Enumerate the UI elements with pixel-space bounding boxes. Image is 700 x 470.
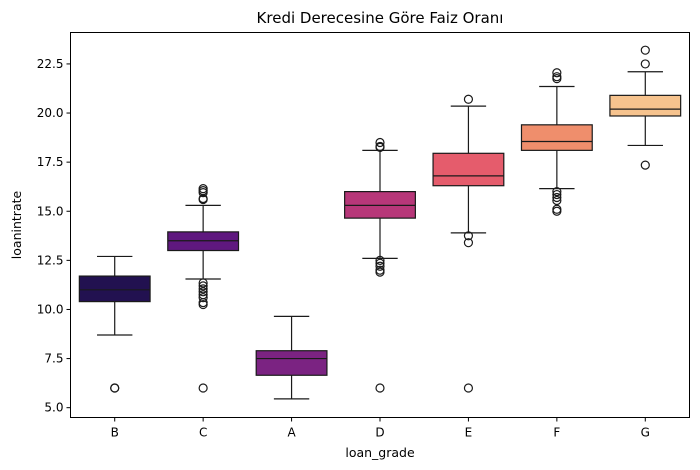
x-tick-label: A xyxy=(287,426,296,440)
outlier-point xyxy=(198,293,208,303)
outlier-point xyxy=(198,287,208,297)
outlier-point xyxy=(640,45,650,55)
outlier-point xyxy=(198,383,208,393)
x-tick-label: D xyxy=(375,426,384,440)
outlier-point xyxy=(198,278,208,288)
y-tick-label: 5.0 xyxy=(44,401,63,415)
outlier-point xyxy=(552,195,562,206)
chart-title: Kredi Derecesine Göre Faiz Oranı xyxy=(257,9,504,27)
outlier-point xyxy=(552,68,562,78)
outlier-point xyxy=(375,141,385,152)
y-tick-label: 20.0 xyxy=(37,106,64,120)
y-axis-label: loanintrate xyxy=(9,190,24,259)
box-group-D xyxy=(344,137,416,393)
outlier-point xyxy=(375,258,385,268)
box-group-F xyxy=(520,68,593,216)
outlier-point xyxy=(198,284,208,294)
outlier-point xyxy=(463,94,474,104)
outlier-point xyxy=(640,160,650,170)
outlier-point xyxy=(375,383,385,393)
y-tick-label: 7.5 xyxy=(44,352,63,366)
outlier-point xyxy=(198,290,208,300)
iqr-box xyxy=(432,152,505,187)
plot-area xyxy=(78,45,682,400)
box-group-G xyxy=(609,45,682,170)
y-tick-label: 15.0 xyxy=(37,204,64,218)
box-group-A xyxy=(255,315,328,400)
x-axis-label: loan_grade xyxy=(345,445,415,460)
x-tick-label: E xyxy=(465,426,473,440)
outlier-point xyxy=(198,184,208,194)
x-tick-label: F xyxy=(553,426,560,440)
outlier-point xyxy=(463,238,474,248)
outlier-point xyxy=(463,383,474,393)
y-tick-label: 22.5 xyxy=(37,57,64,71)
x-tick-label: B xyxy=(111,426,119,440)
iqr-box xyxy=(78,275,151,303)
y-tick-label: 10.0 xyxy=(37,302,64,316)
outlier-point xyxy=(552,192,562,203)
iqr-box xyxy=(520,124,593,151)
outlier-point xyxy=(375,261,385,271)
outlier-point xyxy=(552,72,562,82)
outlier-point xyxy=(375,255,385,265)
outlier-point xyxy=(198,281,208,291)
x-tick-label: G xyxy=(641,426,650,440)
outlier-point xyxy=(552,187,562,197)
x-tick-label: C xyxy=(199,426,207,440)
y-axis: 5.0 7.5 10.0 12.5 15.0 17.5 20.0 22.5 xyxy=(37,57,71,415)
outlier-point xyxy=(552,204,562,214)
outlier-point xyxy=(375,137,385,148)
box-group-B xyxy=(78,255,151,393)
outlier-point xyxy=(463,231,474,241)
box-group-C xyxy=(167,184,240,393)
outlier-point xyxy=(375,265,385,275)
y-tick-label: 17.5 xyxy=(37,155,64,169)
iqr-box xyxy=(609,94,682,117)
outlier-point xyxy=(640,59,650,69)
y-tick-label: 12.5 xyxy=(37,253,64,267)
iqr-box xyxy=(255,350,328,376)
outlier-point xyxy=(552,189,562,200)
box-group-E xyxy=(432,94,505,393)
outlier-point xyxy=(110,383,120,393)
